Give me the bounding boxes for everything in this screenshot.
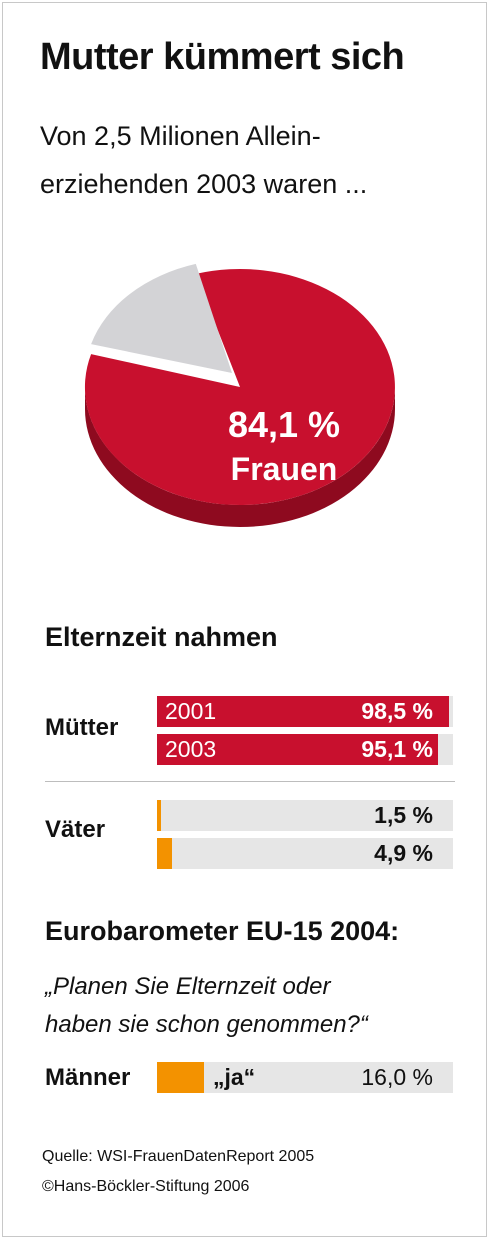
section-title-elternzeit: Elternzeit nahmen <box>45 622 278 652</box>
divider <box>45 781 455 782</box>
bar-row-vaeter-1: 1,5 % <box>157 800 453 831</box>
bar-value-maenner: 16,0 % <box>361 1064 433 1090</box>
pie-chart: 84,1 % Frauen <box>84 263 395 527</box>
section-title-eurobarometer: Eurobarometer EU-15 2004: <box>45 916 400 946</box>
bar-value-label: 1,5 % <box>374 802 433 828</box>
bar-value-label: 95,1 % <box>361 736 433 762</box>
question-line-1: „Planen Sie Elternzeit oder <box>45 973 331 1000</box>
group-label-vaeter: Väter <box>45 816 106 843</box>
bar-row-muetter-2001: 2001 98,5 % <box>157 696 453 727</box>
pie-label-frauen: Frauen <box>231 451 338 487</box>
bar-value-label: 98,5 % <box>361 698 433 724</box>
bar-row-vaeter-2: 4,9 % <box>157 838 453 869</box>
group-label-muetter: Mütter <box>45 714 119 741</box>
bar-category-ja: „ja“ <box>213 1064 256 1090</box>
page-title: Mutter kümmert sich <box>40 36 405 78</box>
bar-vaeter-1 <box>157 800 162 831</box>
bar-year-label: 2001 <box>165 698 217 724</box>
bar-muetter-2001 <box>157 696 449 727</box>
subtitle-line-1: Von 2,5 Milionen Allein- <box>40 121 321 151</box>
copyright-note: ©Hans-Böckler-Stiftung 2006 <box>42 1178 250 1195</box>
group-label-maenner: Männer <box>45 1064 131 1091</box>
question-line-2: haben sie schon genommen?“ <box>45 1011 368 1038</box>
bar-vaeter-2 <box>157 838 172 869</box>
bar-row-muetter-2003: 2003 95,1 % <box>157 734 453 765</box>
source-note: Quelle: WSI-FrauenDatenReport 2005 <box>42 1148 315 1165</box>
bar-row-maenner: „ja“ 16,0 % <box>157 1062 453 1093</box>
subtitle-line-2: erziehenden 2003 waren ... <box>40 169 368 199</box>
bar-year-label: 2003 <box>165 736 217 762</box>
pie-slice-frauen-side <box>85 387 395 527</box>
subtitle: Von 2,5 Milionen Allein- erziehenden 200… <box>40 112 470 208</box>
pie-slice-frauen <box>84 269 395 506</box>
bar-maenner-ja <box>157 1062 205 1093</box>
bar-value-label: 4,9 % <box>374 840 433 866</box>
survey-question: „Planen Sie Elternzeit oder haben sie sc… <box>45 968 465 1044</box>
pie-label-value: 84,1 % <box>228 404 340 445</box>
pie-slice-other <box>91 263 232 373</box>
bar-muetter-2003 <box>157 734 439 765</box>
